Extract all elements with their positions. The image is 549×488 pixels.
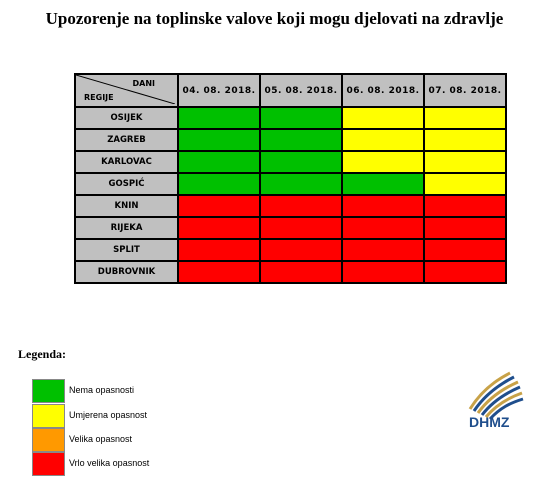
legend-title: Legenda: xyxy=(18,347,66,361)
date-header: 07. 08. 2018. xyxy=(423,73,507,108)
warning-cell-green xyxy=(177,106,261,130)
region-name: DUBROVNIK xyxy=(74,260,179,284)
warning-cell-red xyxy=(177,194,261,218)
warning-cell-green xyxy=(341,172,425,196)
warning-cell-green xyxy=(177,150,261,174)
legend-label: Velika opasnost xyxy=(69,434,133,444)
warning-cell-green xyxy=(259,106,343,130)
table-row: GOSPIĆ xyxy=(74,172,507,196)
warning-cell-red xyxy=(341,238,425,262)
dhmz-logo-icon xyxy=(468,371,524,421)
warning-cell-red xyxy=(177,216,261,240)
warning-cell-red xyxy=(259,216,343,240)
table-row: SPLIT xyxy=(74,238,507,262)
region-name: KNIN xyxy=(74,194,179,218)
legend-swatch-green xyxy=(32,379,65,403)
region-name: SPLIT xyxy=(74,238,179,262)
dhmz-logo-text: DHMZ xyxy=(469,414,510,430)
columns-label: DANI xyxy=(132,79,155,88)
warning-cell-red xyxy=(341,260,425,284)
warning-cell-green xyxy=(177,128,261,152)
warning-cell-green xyxy=(259,128,343,152)
region-name: GOSPIĆ xyxy=(74,172,179,196)
table-row: KARLOVAC xyxy=(74,150,507,174)
region-name: ZAGREB xyxy=(74,128,179,152)
warning-cell-green xyxy=(259,150,343,174)
table-row: KNIN xyxy=(74,194,507,218)
warning-cell-red xyxy=(259,260,343,284)
legend-label: Nema opasnosti xyxy=(69,385,135,395)
date-header: 05. 08. 2018. xyxy=(259,73,343,108)
warning-cell-red xyxy=(423,194,507,218)
date-header: 06. 08. 2018. xyxy=(341,73,425,108)
warning-cell-red xyxy=(177,260,261,284)
warning-cell-green xyxy=(259,172,343,196)
table-header-row: DANI REGIJE 04. 08. 2018. 05. 08. 2018. … xyxy=(74,73,507,108)
page-title: Upozorenje na toplinske valove koji mogu… xyxy=(45,9,504,28)
table-row: RIJEKA xyxy=(74,216,507,240)
warning-cell-yellow xyxy=(341,106,425,130)
table-row: OSIJEK xyxy=(74,106,507,130)
region-name: RIJEKA xyxy=(74,216,179,240)
legend-label: Umjerena opasnost xyxy=(69,410,148,420)
legend-swatch-red xyxy=(32,452,65,476)
warning-cell-yellow xyxy=(341,128,425,152)
warning-cell-red xyxy=(259,194,343,218)
warning-cell-red xyxy=(177,238,261,262)
rows-label: REGIJE xyxy=(84,93,114,102)
date-header: 04. 08. 2018. xyxy=(177,73,261,108)
warning-cell-yellow xyxy=(341,150,425,174)
warning-cell-red xyxy=(341,194,425,218)
warning-cell-yellow xyxy=(423,106,507,130)
warning-cell-red xyxy=(423,260,507,284)
region-name: OSIJEK xyxy=(74,106,179,130)
legend-swatch-orange xyxy=(32,428,65,452)
table-row: DUBROVNIK xyxy=(74,260,507,284)
warning-cell-red xyxy=(423,238,507,262)
warning-cell-yellow xyxy=(423,128,507,152)
heat-warning-table: DANI REGIJE 04. 08. 2018. 05. 08. 2018. … xyxy=(74,73,507,284)
warning-cell-yellow xyxy=(423,172,507,196)
warning-cell-red xyxy=(259,238,343,262)
warning-cell-red xyxy=(341,216,425,240)
warning-cell-red xyxy=(423,216,507,240)
warning-cell-green xyxy=(177,172,261,196)
legend-label: Vrlo velika opasnost xyxy=(69,458,150,468)
warning-cell-yellow xyxy=(423,150,507,174)
diagonal-divider xyxy=(76,75,175,104)
table-row: ZAGREB xyxy=(74,128,507,152)
table-corner-header: DANI REGIJE xyxy=(74,73,179,108)
region-name: KARLOVAC xyxy=(74,150,179,174)
legend-swatch-yellow xyxy=(32,404,65,428)
